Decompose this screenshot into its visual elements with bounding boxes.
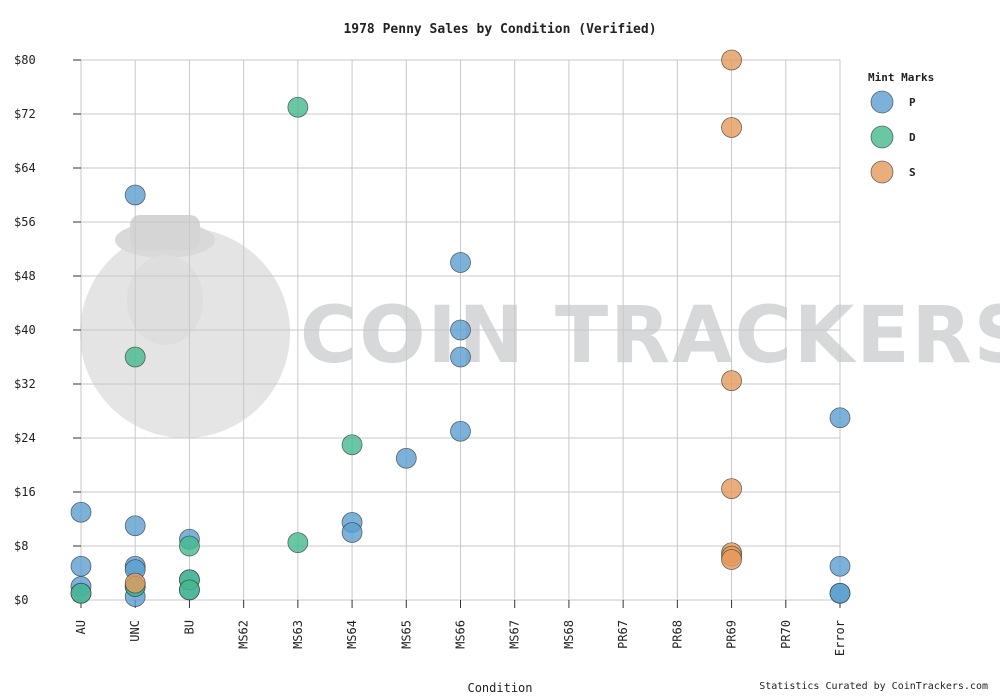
legend-marker-d bbox=[870, 125, 894, 149]
y-tick-label: $8 bbox=[14, 539, 28, 553]
watermark-text: COIN TRACKERS bbox=[300, 291, 1000, 381]
data-point-d bbox=[179, 579, 200, 601]
data-point-d bbox=[287, 532, 309, 554]
data-point-p bbox=[829, 555, 851, 577]
x-tick-label: AU bbox=[74, 620, 88, 634]
data-point-d bbox=[124, 346, 146, 368]
x-tick-label: PR67 bbox=[616, 620, 630, 649]
y-tick-label: $40 bbox=[14, 323, 36, 337]
data-point-d bbox=[70, 582, 92, 604]
data-point-p bbox=[829, 582, 851, 604]
data-point-p bbox=[124, 184, 146, 206]
data-point-p bbox=[124, 515, 146, 537]
data-point-p bbox=[450, 420, 471, 442]
data-point-d bbox=[287, 96, 309, 118]
data-point-p bbox=[450, 319, 471, 341]
data-point-p bbox=[70, 555, 92, 577]
x-tick-label: PR68 bbox=[670, 620, 684, 649]
y-tick-label: $56 bbox=[14, 215, 36, 229]
y-tick-label: $16 bbox=[14, 485, 36, 499]
x-tick-labels: AU UNC BU MS62 MS63 MS64 MS65 MS66 MS67 MS68 PR67 P… bbox=[74, 620, 847, 656]
data-point-p bbox=[829, 407, 851, 429]
x-tick-label: PR69 bbox=[725, 620, 739, 649]
legend-title: Mint Marks bbox=[868, 71, 934, 84]
data-point-p bbox=[70, 501, 92, 523]
y-tick-labels: $0 $8 $16 $24 $32 $40 $48 $56 $64 $72 $80 bbox=[14, 53, 36, 607]
x-tick-label: MS65 bbox=[399, 620, 413, 649]
legend: Mint Marks P D S bbox=[868, 71, 934, 184]
data-point-d bbox=[179, 535, 200, 557]
legend-marker-p bbox=[870, 90, 894, 114]
data-point-p bbox=[395, 447, 417, 469]
x-tick-label: MS67 bbox=[508, 620, 522, 649]
x-tick-label: MS66 bbox=[454, 620, 468, 649]
data-point-d bbox=[341, 434, 363, 456]
y-tick-label: $0 bbox=[14, 593, 28, 607]
y-tick-label: $64 bbox=[14, 161, 36, 175]
legend-label-s: S bbox=[909, 166, 916, 179]
watermark-face-icon bbox=[127, 255, 203, 345]
data-point-s bbox=[721, 370, 742, 392]
data-point-p bbox=[450, 252, 471, 273]
y-tick-label: $80 bbox=[14, 53, 36, 67]
data-point-s bbox=[721, 49, 742, 71]
legend-label-p: P bbox=[909, 96, 916, 109]
x-axis-label: Condition bbox=[467, 681, 532, 695]
data-point-s bbox=[721, 549, 742, 570]
x-tick-label: PR70 bbox=[779, 620, 793, 649]
data-point-p bbox=[341, 522, 363, 543]
y-tick-label: $72 bbox=[14, 107, 36, 121]
data-point-p bbox=[450, 346, 471, 368]
x-tick-label: MS64 bbox=[345, 620, 359, 649]
chart-title: 1978 Penny Sales by Condition (Verified) bbox=[343, 22, 656, 37]
legend-marker-s bbox=[870, 160, 894, 184]
x-tick-label: BU bbox=[182, 620, 196, 634]
y-tick-label: $24 bbox=[14, 431, 36, 445]
y-tick-label: $32 bbox=[14, 377, 36, 391]
watermark: COIN TRACKERS bbox=[80, 215, 1000, 438]
data-point-s bbox=[721, 117, 742, 138]
y-tick-label: $48 bbox=[14, 269, 36, 283]
x-tick-label: MS68 bbox=[562, 620, 576, 649]
watermark-hat-crown-icon bbox=[130, 215, 200, 250]
x-tick-label: MS63 bbox=[291, 620, 305, 649]
x-tick-label: MS62 bbox=[237, 620, 251, 649]
x-tick-label: Error bbox=[833, 620, 847, 656]
legend-items: P D S bbox=[870, 90, 916, 184]
data-point-s bbox=[721, 478, 742, 500]
legend-label-d: D bbox=[909, 131, 916, 144]
x-tick-label: UNC bbox=[128, 620, 142, 642]
scatter-points bbox=[70, 49, 851, 608]
data-point-s bbox=[124, 572, 146, 594]
credit-text: Statistics Curated by CoinTrackers.com bbox=[759, 681, 988, 692]
